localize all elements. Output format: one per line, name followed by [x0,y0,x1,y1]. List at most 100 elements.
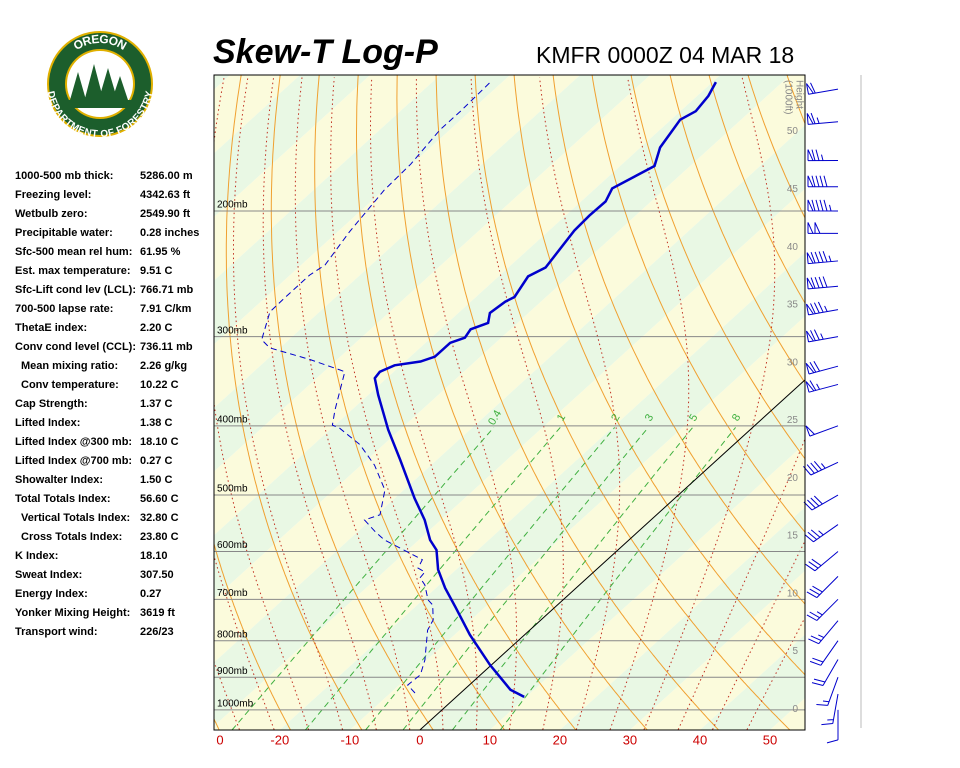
index-label: Yonker Mixing Height: [15,607,130,619]
temperature-line [373,81,717,699]
height-tick-label: 35 [787,300,799,311]
height-axis-label: (1000ft) [782,80,793,114]
index-label: Sfc-Lift cond lev (LCL): [15,284,136,296]
index-value: 23.80 C [140,531,179,543]
index-value: 0.28 inches [140,227,199,239]
height-tick-label: 5 [792,646,798,657]
wind-barb [807,222,839,234]
index-label: Total Totals Index: [15,493,111,505]
isotherm-band [214,188,805,730]
plot-foreground: 200mb 300mb 400mb 500mb 600mb 700mb 800mb 900mb… [216,80,839,747]
index-label: Lifted Index @700 mb: [15,455,132,467]
mixing-ratio-line [231,427,495,730]
index-label: Energy Index: [15,588,88,600]
mixing-ratio-label: 2 [609,412,622,423]
wind-barb [806,575,839,599]
index-label: Conv cond level (CCL): [15,341,136,353]
index-value: 18.10 C [140,436,179,448]
index-label: Est. max temperature: [15,265,131,277]
index-label: Transport wind: [15,626,98,638]
index-value: 736.11 mb [140,341,193,353]
index-value: 0.27 C [140,455,172,467]
dewpoint-line [261,81,491,694]
index-label: Mean mixing ratio: [21,360,118,372]
index-value: 32.80 C [140,512,179,524]
wind-barb [811,659,839,686]
height-tick-label: 15 [787,531,799,542]
pressure-label: 900mb [217,666,248,677]
wind-barb [806,276,839,290]
chart-subtitle: KMFR 0000Z 04 MAR 18 [536,42,794,68]
mixing-ratio-line [402,427,649,730]
dry-adiabat [591,75,805,533]
isotherm-band [699,634,805,730]
wind-barb [806,82,839,95]
wind-barb [806,598,839,621]
index-label: K Index: [15,550,58,562]
isotherm-band [214,75,805,663]
dry-adiabat [214,542,291,730]
moist-adiabat [370,77,478,730]
isotherm-band [489,443,805,730]
mixing-ratio-line [499,427,736,730]
dry-adiabat [314,75,505,730]
wind-barb [808,620,839,645]
index-label: Wetbulb zero: [15,208,88,220]
plot-frame [213,74,806,731]
wind-barb [805,361,839,375]
height-tick-label: 25 [787,415,799,426]
index-label: Cross Totals Index: [21,531,122,543]
index-value: 56.60 C [140,493,179,505]
x-tick-label: 10 [483,732,497,747]
x-tick-label: 40 [693,732,707,747]
height-tick-label: 0 [792,704,798,715]
plot-background: 0.4 1 2 3 5 8 [214,75,805,730]
moist-adiabat [609,77,690,730]
height-tick-label: 50 [787,126,799,137]
dry-adiabat [396,75,648,730]
wind-barb [805,425,839,437]
wind-barb [804,524,839,543]
index-label: ThetaE index: [15,322,87,334]
index-value: 7.91 C/km [140,303,192,315]
moist-adiabat [712,539,805,730]
wind-barb [807,199,839,212]
logo-ground [68,100,132,108]
isotherm-band [279,252,805,730]
index-value: 226/23 [140,626,174,638]
wind-barb [807,175,839,188]
height-tick-label: 20 [787,473,799,484]
moist-adiabat [415,77,518,730]
pressure-label: 400mb [217,414,248,425]
index-label: Conv temperature: [21,379,119,391]
wind-barb [821,693,839,726]
wind-barb [826,709,839,744]
index-value: 1.38 C [140,417,172,429]
x-tick-label: -10 [340,732,359,747]
index-label: Vertical Totals Index: [21,512,130,524]
chart-title: Skew-T Log-P [213,33,438,71]
mixing-ratio-line [365,427,616,730]
wind-barb [816,677,839,706]
moist-adiabat [539,77,621,730]
isotherm-band [559,507,805,730]
isotherm-band [214,75,511,345]
pressure-label: 700mb [217,588,248,599]
wind-barb [806,301,839,316]
dry-adiabat [225,75,363,730]
moist-adiabat [233,77,343,730]
index-label: Sfc-500 mean rel hum: [15,246,132,258]
moist-adiabat [294,77,411,730]
pressure-label: 800mb [217,629,248,640]
dry-adiabat [435,75,719,730]
height-tick-label: 40 [787,242,799,253]
index-value: 2.26 g/kg [140,360,187,372]
index-value: 5286.00 m [140,170,193,182]
x-tick-label: 0 [416,732,423,747]
pressure-label: 200mb [217,200,248,211]
height-tick-label: 10 [787,588,799,599]
wind-barb [807,149,839,162]
index-label: Sweat Index: [15,569,82,581]
index-label: Cap Strength: [15,398,88,410]
